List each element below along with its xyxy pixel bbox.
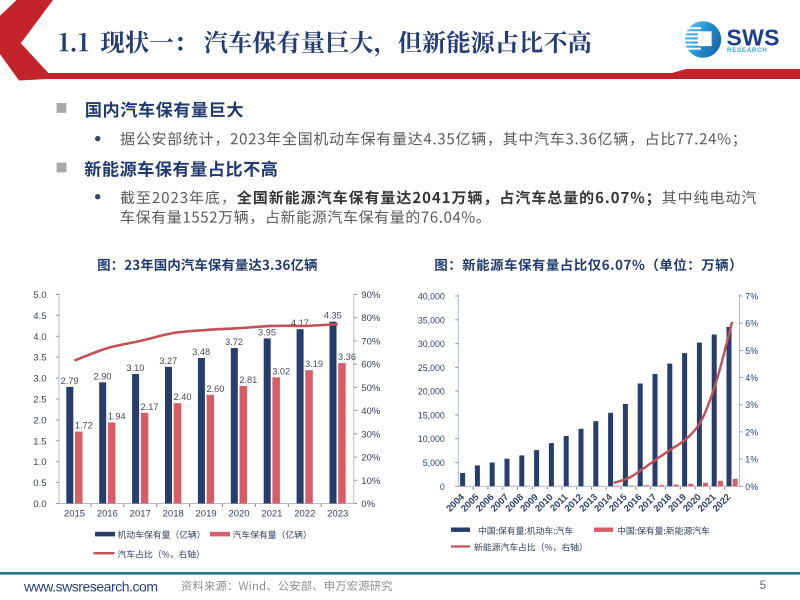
svg-text:15,000: 15,000	[418, 410, 445, 420]
svg-text:3.27: 3.27	[159, 356, 177, 366]
svg-text:2.60: 2.60	[206, 384, 224, 394]
svg-text:50%: 50%	[361, 383, 381, 394]
svg-text:3.19: 3.19	[305, 359, 323, 369]
svg-text:1.0: 1.0	[33, 457, 46, 468]
svg-text:80%: 80%	[361, 313, 381, 324]
svg-text:90%: 90%	[361, 290, 381, 301]
svg-text:3.95: 3.95	[258, 327, 276, 337]
svg-text:2.90: 2.90	[94, 371, 112, 381]
svg-text:2.81: 2.81	[239, 375, 257, 385]
svg-text:1.72: 1.72	[75, 421, 93, 431]
svg-text:www.swsresearch.com: www.swsresearch.com	[23, 579, 158, 595]
svg-text:3.36: 3.36	[338, 352, 356, 362]
svg-text:2023: 2023	[327, 509, 348, 520]
svg-text:2.40: 2.40	[174, 392, 192, 402]
svg-text:4.0: 4.0	[33, 332, 46, 343]
svg-text:4.17: 4.17	[291, 318, 309, 328]
svg-text:5: 5	[760, 580, 766, 592]
svg-text:60%: 60%	[361, 360, 381, 371]
svg-text:35,000: 35,000	[418, 315, 445, 325]
svg-text:5.0: 5.0	[33, 290, 46, 301]
svg-text:RESEARCH: RESEARCH	[727, 47, 767, 54]
svg-text:4.5: 4.5	[33, 311, 46, 322]
svg-text:3.72: 3.72	[225, 337, 243, 347]
svg-text:0.0: 0.0	[33, 499, 46, 510]
svg-text:3%: 3%	[745, 400, 758, 410]
svg-text:3.0: 3.0	[33, 374, 46, 385]
svg-text:3.02: 3.02	[272, 366, 290, 376]
svg-text:20%: 20%	[361, 453, 381, 464]
svg-text:2.79: 2.79	[61, 376, 79, 386]
svg-text:0.5: 0.5	[33, 478, 46, 489]
svg-text:1.5: 1.5	[33, 436, 46, 447]
svg-text:2.5: 2.5	[33, 395, 46, 406]
svg-text:0%: 0%	[745, 482, 758, 492]
svg-text:7%: 7%	[745, 292, 758, 302]
svg-text:40,000: 40,000	[418, 292, 445, 302]
svg-text:2022: 2022	[294, 509, 315, 520]
svg-text:5,000: 5,000	[423, 458, 445, 468]
svg-text:3.48: 3.48	[192, 347, 210, 357]
svg-text:20,000: 20,000	[418, 387, 445, 397]
svg-text:SWS: SWS	[727, 25, 780, 51]
svg-text:2018: 2018	[163, 509, 184, 520]
svg-text:40%: 40%	[361, 406, 381, 417]
svg-text:1.94: 1.94	[108, 411, 126, 421]
svg-text:1%: 1%	[745, 455, 758, 465]
svg-text:10,000: 10,000	[418, 434, 445, 444]
svg-text:30%: 30%	[361, 429, 381, 440]
svg-text:5%: 5%	[745, 346, 758, 356]
svg-text:2020: 2020	[228, 509, 249, 520]
svg-text:10%: 10%	[361, 476, 381, 487]
svg-text:2021: 2021	[261, 509, 282, 520]
svg-text:2016: 2016	[97, 509, 118, 520]
svg-text:3.10: 3.10	[126, 363, 144, 373]
svg-text:2015: 2015	[64, 509, 85, 520]
svg-text:4%: 4%	[745, 373, 758, 383]
svg-text:4.35: 4.35	[324, 311, 342, 321]
svg-text:25,000: 25,000	[418, 363, 445, 373]
svg-text:3.5: 3.5	[33, 353, 46, 364]
svg-text:2.0: 2.0	[33, 415, 46, 426]
svg-text:2%: 2%	[745, 427, 758, 437]
svg-text:2017: 2017	[130, 509, 151, 520]
svg-text:2.17: 2.17	[141, 402, 159, 412]
svg-text:70%: 70%	[361, 336, 381, 347]
svg-text:2019: 2019	[196, 509, 217, 520]
svg-text:30,000: 30,000	[418, 339, 445, 349]
svg-text:0: 0	[440, 482, 445, 492]
svg-text:6%: 6%	[745, 319, 758, 329]
svg-text:0%: 0%	[361, 499, 375, 510]
